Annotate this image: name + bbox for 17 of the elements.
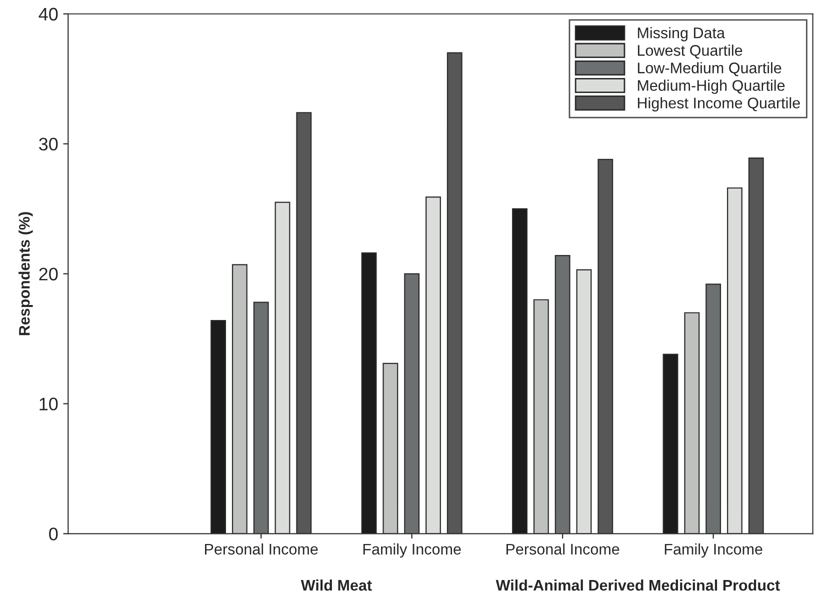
- text: Wild Meat: [300, 579, 372, 591]
- legend-label: Medium-High Quartile: [638, 80, 785, 94]
- y-tick-label: 30: [39, 138, 58, 151]
- x-tick-label: Personal Income: [506, 543, 620, 555]
- legend-label: Lowest Quartile: [638, 44, 742, 59]
- y-axis-title: Respondents (%): [18, 212, 33, 336]
- x-tick-label: Family Income: [363, 543, 461, 558]
- x-tick-label: Family Income: [664, 543, 762, 558]
- y-tick-label: 40: [38, 8, 58, 21]
- y-tick-label: 0: [49, 528, 58, 540]
- y-tick-label: 10: [40, 398, 58, 410]
- legend-label: Missing Data: [638, 27, 725, 42]
- y-tick-label: 20: [39, 268, 58, 280]
- legend-label: Low-Medium Quartile: [638, 62, 782, 76]
- legend-label: Highest Income Quartile: [638, 97, 800, 112]
- text: Wild-Animal Derived Medicinal Product: [496, 579, 780, 591]
- x-tick-label: Personal Income: [205, 543, 318, 555]
